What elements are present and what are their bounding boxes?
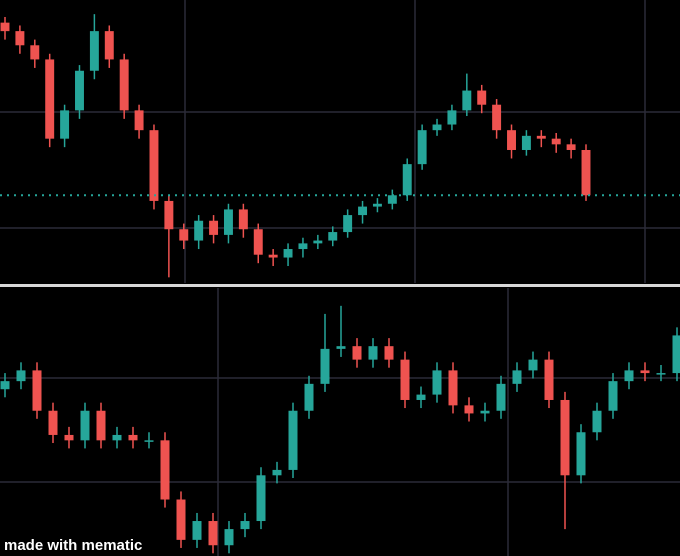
candle-body	[416, 394, 426, 400]
watermark: made with mematic	[4, 537, 142, 554]
candle-body	[512, 370, 522, 384]
candle-body	[30, 45, 40, 60]
candle-body	[624, 370, 634, 382]
candle-body	[209, 220, 219, 235]
candle-body	[256, 475, 266, 522]
candle-body	[194, 220, 204, 241]
candle-body	[119, 59, 129, 111]
candle-body	[343, 215, 353, 233]
candle-body	[432, 370, 442, 395]
candle-body	[372, 203, 382, 207]
candle-body	[240, 521, 250, 530]
candle-body	[96, 410, 106, 441]
candle-body	[320, 348, 330, 384]
candle-body	[581, 149, 591, 196]
candle-body	[288, 410, 298, 470]
candle-body	[521, 135, 531, 150]
candle-body	[400, 359, 410, 400]
candle-body	[352, 346, 362, 360]
candle-body	[560, 399, 570, 476]
candle-body	[566, 144, 576, 150]
candle-body	[48, 410, 58, 435]
candle-body	[387, 195, 397, 204]
candle-body	[89, 31, 99, 71]
candle-body	[128, 434, 138, 441]
candle-body	[477, 90, 487, 105]
candle-body	[272, 469, 282, 476]
candle-body	[80, 410, 90, 441]
candle-body	[16, 370, 26, 382]
candle-body	[528, 359, 538, 371]
candle-body	[112, 434, 122, 441]
candle-body	[656, 373, 666, 375]
candle-body	[328, 232, 338, 241]
candle-body	[104, 31, 114, 60]
candle-body	[176, 499, 186, 540]
candle-body	[576, 432, 586, 476]
candle-body	[672, 335, 680, 374]
candle-body	[313, 240, 323, 244]
candle-body	[144, 440, 154, 442]
candle-body	[592, 410, 602, 433]
candle-body	[402, 164, 412, 196]
candle-body	[238, 209, 248, 230]
candle-body	[492, 104, 502, 131]
candle-body	[432, 124, 442, 131]
candle-body	[60, 110, 70, 139]
candle-body	[32, 370, 42, 411]
candle-body	[384, 346, 394, 360]
candle-body	[507, 130, 516, 150]
candle-body	[224, 529, 234, 546]
candle-body	[298, 243, 308, 250]
candle-body	[223, 209, 233, 235]
candle-body	[268, 254, 278, 258]
candle-body	[544, 359, 554, 400]
candle-body	[608, 381, 618, 411]
candle-body	[45, 59, 55, 139]
candle-body	[462, 90, 472, 111]
candle-body	[192, 521, 202, 540]
candle-body	[368, 346, 378, 360]
candle-body	[536, 135, 546, 139]
candle-body	[0, 22, 10, 32]
candle-body	[64, 434, 74, 441]
candle-body	[480, 410, 490, 414]
candle-body	[551, 138, 561, 145]
candle-body	[358, 206, 368, 216]
candle-body	[208, 521, 218, 546]
candle-body	[464, 405, 474, 414]
candle-body	[160, 440, 170, 500]
candle-body	[448, 370, 458, 406]
candle-body	[496, 383, 506, 411]
candle-body	[417, 130, 427, 165]
candle-body	[283, 249, 293, 258]
candle-body	[640, 370, 650, 374]
candle-body	[75, 70, 84, 111]
candle-body	[447, 110, 457, 125]
candle-body	[336, 346, 346, 349]
candle-body	[179, 229, 189, 241]
candle-body	[253, 229, 263, 255]
candle-body	[149, 130, 159, 201]
candle-body	[0, 381, 10, 390]
candle-body	[15, 31, 25, 46]
candle-body	[164, 200, 174, 230]
candle-body	[304, 383, 314, 411]
candle-body	[134, 110, 144, 131]
